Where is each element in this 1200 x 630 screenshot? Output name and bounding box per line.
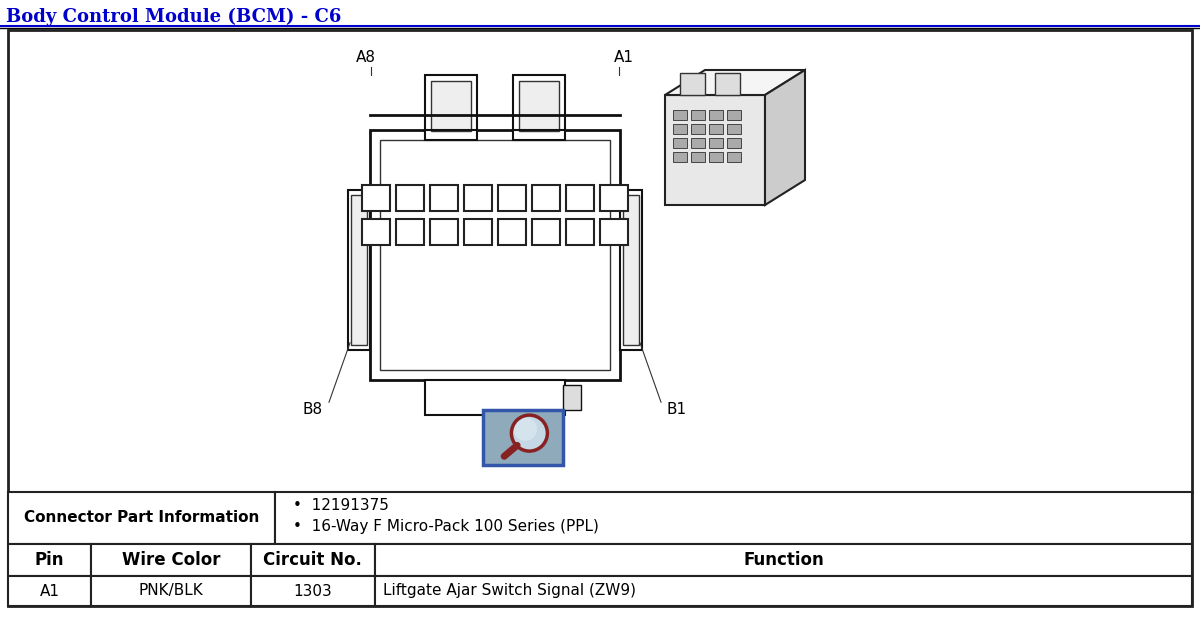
Bar [251,544,376,576]
Bar [275,492,1192,544]
Bar [727,124,742,134]
Bar [680,73,706,95]
Bar [348,190,370,350]
Bar [482,410,563,465]
Bar [727,152,742,162]
Bar [8,492,275,544]
Bar [600,185,628,211]
Text: A1: A1 [40,583,60,598]
Bar [498,185,526,211]
Bar [514,75,565,140]
Bar [691,152,706,162]
Text: A8: A8 [356,50,376,64]
Bar [532,219,560,245]
Bar [464,219,492,245]
Text: A1: A1 [614,50,634,64]
Text: Wire Color: Wire Color [121,551,220,569]
Bar [709,138,722,148]
Bar [8,576,91,606]
Bar [396,219,424,245]
Bar [673,110,686,120]
Bar [532,185,560,211]
Bar [8,544,91,576]
Text: Pin: Pin [35,551,64,569]
Bar [600,219,628,245]
Text: Connector Part Information: Connector Part Information [24,510,259,525]
Text: B1: B1 [667,403,688,418]
Bar [563,385,581,410]
Text: •  12191375: • 12191375 [293,498,389,513]
Text: PNK/BLK: PNK/BLK [138,583,203,598]
Bar [370,130,620,380]
Text: •  16-Way F Micro-Pack 100 Series (PPL): • 16-Way F Micro-Pack 100 Series (PPL) [293,518,599,534]
Bar [430,219,458,245]
Bar [566,185,594,211]
Bar [251,576,376,606]
Circle shape [511,415,547,451]
Bar [362,185,390,211]
Bar [352,195,367,345]
Bar [665,95,766,205]
Bar [431,81,470,131]
Bar [673,152,686,162]
Bar [425,75,478,140]
Polygon shape [665,70,805,95]
Bar [425,380,565,415]
Bar [430,185,458,211]
Bar [520,81,559,131]
Bar [673,138,686,148]
Bar [709,124,722,134]
Circle shape [514,418,538,441]
Text: Body Control Module (BCM) - C6: Body Control Module (BCM) - C6 [6,8,341,26]
Bar [709,152,722,162]
Text: Liftgate Ajar Switch Signal (ZW9): Liftgate Ajar Switch Signal (ZW9) [383,583,636,598]
Bar [380,140,610,370]
Bar [691,124,706,134]
Bar [673,124,686,134]
Bar [91,576,251,606]
Bar [362,219,390,245]
Bar [691,138,706,148]
Bar [91,544,251,576]
Bar [498,219,526,245]
Bar [620,190,642,350]
Text: Function: Function [743,551,824,569]
Bar [566,219,594,245]
Text: B8: B8 [302,403,323,418]
Bar [709,110,722,120]
Bar [727,138,742,148]
Bar [376,544,1192,576]
Bar [715,73,740,95]
Text: Circuit No.: Circuit No. [264,551,362,569]
Bar [623,195,640,345]
Bar [376,576,1192,606]
Bar [464,185,492,211]
Bar [8,492,1192,606]
Text: 1303: 1303 [294,583,332,598]
Bar [8,30,1192,492]
Polygon shape [766,70,805,205]
Bar [691,110,706,120]
Bar [396,185,424,211]
Bar [727,110,742,120]
